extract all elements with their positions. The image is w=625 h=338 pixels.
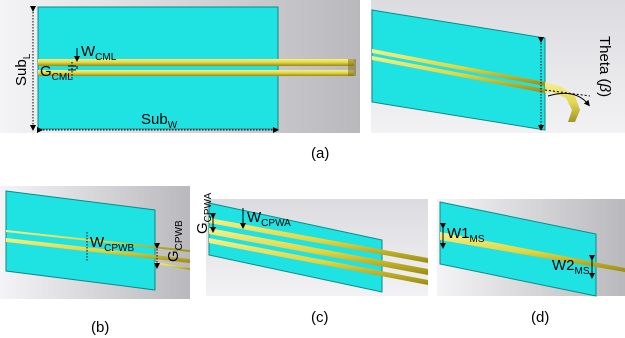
cpwa-strip-1 [209, 218, 428, 263]
cpwa-strip-3 [209, 238, 428, 285]
panel-a-left: SubL SubW WCML GCML [0, 0, 360, 133]
sub-w-label: SubW [141, 111, 178, 131]
caption-d: (d) [531, 309, 549, 326]
cpwa-strip-2 [209, 228, 428, 275]
w-cpwb-label: WCPWB [90, 234, 135, 254]
w-cml-label: WCML [81, 43, 117, 63]
cpwb-strip-middle [6, 238, 190, 263]
theta-label: Theta (β) [596, 36, 613, 97]
g-cpwa-label: GCPWA [194, 192, 214, 234]
panel-d: W1MS W2MS [437, 199, 625, 297]
cml-strip-bottom [38, 70, 354, 76]
cml-strip-tilted-top [372, 49, 545, 86]
cpwb-strip-bottom [155, 262, 190, 270]
caption-a: (a) [311, 145, 329, 162]
cml-strip-tilted-bottom [372, 56, 545, 93]
w1-ms-label: W1MS [447, 225, 485, 245]
panel-a-right: Theta (β) [371, 0, 625, 133]
g-cml-label: GCML [40, 63, 73, 83]
panel-c: WCPWA GCPWA [194, 192, 428, 296]
substrate-b [5, 190, 156, 291]
theta-arc [547, 92, 590, 107]
theta-ref-line [544, 89, 591, 97]
g-cpwb-label: GCPWB [165, 220, 185, 262]
substrate-a [37, 6, 279, 130]
sub-l-label: SubL [13, 53, 33, 86]
cml-strip-end [348, 59, 356, 76]
caption-b: (b) [91, 319, 109, 336]
ms-strip [440, 232, 625, 272]
cpwb-strip-top [6, 230, 190, 252]
substrate-a-tilted [371, 9, 546, 131]
panel-b: WCPWB GCPWB [0, 186, 190, 299]
cml-strip-top [38, 59, 354, 66]
w2-ms-label: W2MS [552, 257, 590, 277]
cml-strip-bent [545, 82, 580, 122]
caption-c: (c) [311, 309, 329, 326]
w-cpwa-label: WCPWA [247, 209, 291, 229]
